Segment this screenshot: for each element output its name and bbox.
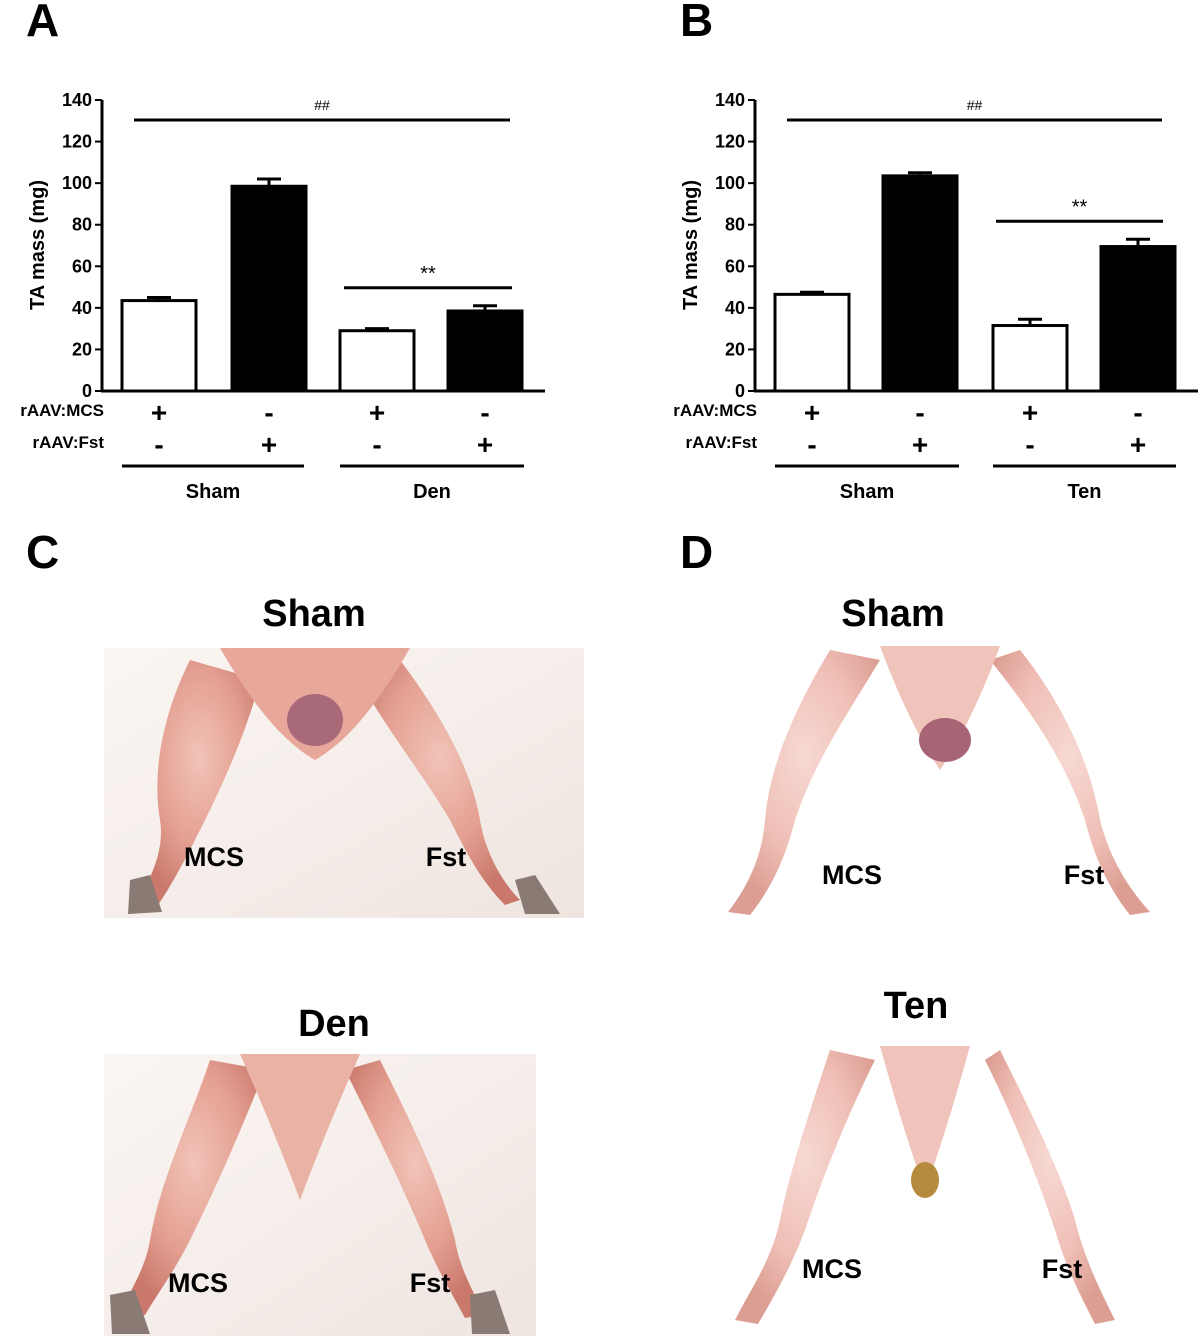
photo-d-top-organ [919, 718, 971, 762]
photo-d-bottom-body [880, 1046, 970, 1190]
chart-a-y-tick-label: 100 [62, 173, 92, 193]
chart-b-mcs-sign: + [804, 397, 820, 428]
chart-b-sig-label-pair: ** [1072, 196, 1088, 218]
chart-b-y-tick-label: 40 [725, 298, 745, 318]
chart-a-row-label-fst: rAAV:Fst [33, 433, 105, 452]
photo-d-bottom-right-leg [985, 1050, 1115, 1324]
photo-c-top-right-label: Fst [426, 842, 467, 872]
chart-a-mcs-sign: + [151, 397, 167, 428]
chart-a-fst-sign: + [261, 429, 277, 460]
chart-a-bar [120, 299, 198, 393]
chart-b-mcs-sign: - [1133, 397, 1142, 428]
chart-b-group-label: Sham [840, 481, 894, 503]
photo-c-top-right-foot [515, 875, 560, 914]
chart-a-bar [338, 329, 416, 393]
photo-d-bottom-left-leg [735, 1050, 875, 1324]
chart-a-y-tick-label: 140 [62, 90, 92, 110]
chart-a-group-label: Sham [186, 481, 240, 503]
chart-a-y-tick-label: 60 [72, 256, 92, 276]
chart-a-y-tick-label: 20 [72, 339, 92, 359]
chart-b-y-tick-label: 140 [715, 90, 745, 110]
panel-letter-c: C [26, 526, 59, 578]
panel-letter-a: A [26, 0, 59, 46]
chart-a-mcs-sign: - [264, 397, 273, 428]
photo-d-bottom-right-label: Fst [1042, 1254, 1083, 1284]
chart-a-sig-label-top: ## [314, 97, 330, 113]
photo-c-bottom-right-leg [345, 1060, 485, 1318]
photo-c-top: MCS Fst [104, 648, 584, 918]
chart-b-bar [881, 174, 959, 393]
photo-c-top-title: Sham [262, 593, 365, 635]
chart-b: 0 20 40 60 80 100 120 140 TA mass (mg) ## ** rAAV:M… [673, 90, 1198, 503]
photo-c-bottom-body [240, 1054, 360, 1200]
chart-b-y-axis-label: TA mass (mg) [680, 180, 702, 310]
chart-a-mcs-sign: + [369, 397, 385, 428]
photo-d-top-title: Sham [841, 593, 944, 635]
photo-c-top-left-foot [128, 875, 162, 914]
photo-c-top-left-leg [138, 660, 260, 905]
chart-b-sig-label-top: ## [967, 97, 983, 113]
chart-a-mcs-sign: - [480, 397, 489, 428]
photo-c-top-left-label: MCS [184, 842, 244, 872]
photo-c-bottom-left-leg [122, 1060, 265, 1315]
photo-c-bottom-left-foot [110, 1290, 150, 1334]
chart-b-row-label-fst: rAAV:Fst [686, 433, 758, 452]
chart-b-bar [991, 324, 1069, 393]
chart-a-y-tick-label: 40 [72, 298, 92, 318]
chart-b-y-tick-label: 80 [725, 215, 745, 235]
photo-c-bottom-title: Den [298, 1003, 370, 1045]
chart-a-sig-label-pair: ** [420, 263, 436, 285]
photo-d-top-body [880, 646, 1000, 770]
chart-a-y-tick-label: 0 [82, 381, 92, 401]
chart-b-fst-sign: + [912, 429, 928, 460]
chart-b-y-tick-label: 100 [715, 173, 745, 193]
chart-b-group-label: Ten [1067, 481, 1101, 503]
chart-a: 0 20 40 60 80 100 120 140 TA mass (mg) ## ** rAAV:M… [20, 90, 545, 503]
chart-a-row-label-mcs: rAAV:MCS [20, 401, 104, 420]
photo-c-bottom: MCS Fst [104, 1054, 536, 1336]
chart-b-mcs-sign: + [1022, 397, 1038, 428]
chart-a-fst-sign: - [154, 429, 163, 460]
panel-letter-d: D [680, 526, 713, 578]
photo-d-top-right-label: Fst [1064, 860, 1105, 890]
photo-c-top-organ [287, 694, 343, 746]
panel-letter-b: B [680, 0, 713, 46]
chart-a-y-tick-label: 120 [62, 132, 92, 152]
chart-a-y-axis-label: TA mass (mg) [27, 180, 49, 310]
chart-b-fst-sign: + [1130, 429, 1146, 460]
photo-d-top-left-leg [728, 650, 880, 915]
chart-a-fst-sign: - [372, 429, 381, 460]
chart-b-bar [773, 292, 851, 393]
chart-b-y-tick-label: 120 [715, 132, 745, 152]
chart-a-group-label: Den [413, 481, 451, 503]
photo-c-bottom-left-label: MCS [168, 1268, 228, 1298]
chart-b-fst-sign: - [1025, 429, 1034, 460]
chart-b-row-label-mcs: rAAV:MCS [673, 401, 757, 420]
photo-c-bottom-right-foot [470, 1290, 510, 1334]
chart-b-y-tick-label: 0 [735, 381, 745, 401]
photo-c-top-right-leg [360, 660, 520, 905]
photo-d-bottom-organ [911, 1162, 939, 1198]
photo-c-bottom-right-label: Fst [410, 1268, 451, 1298]
chart-b-y-tick-label: 60 [725, 256, 745, 276]
photo-d-bottom-title: Ten [884, 985, 949, 1027]
photo-d-bottom: MCS Fst [702, 1046, 1170, 1336]
photo-d-top-right-leg [990, 650, 1150, 915]
photo-d-top-left-label: MCS [822, 860, 882, 890]
chart-a-bar [446, 309, 524, 393]
chart-b-y-tick-label: 20 [725, 339, 745, 359]
photo-d-top: MCS Fst [712, 646, 1198, 918]
chart-b-fst-sign: - [807, 429, 816, 460]
chart-b-bar [1099, 245, 1177, 393]
chart-b-mcs-sign: - [915, 397, 924, 428]
chart-a-y-tick-label: 80 [72, 215, 92, 235]
chart-a-fst-sign: + [477, 429, 493, 460]
photo-d-bottom-left-label: MCS [802, 1254, 862, 1284]
chart-a-bar [230, 184, 308, 393]
